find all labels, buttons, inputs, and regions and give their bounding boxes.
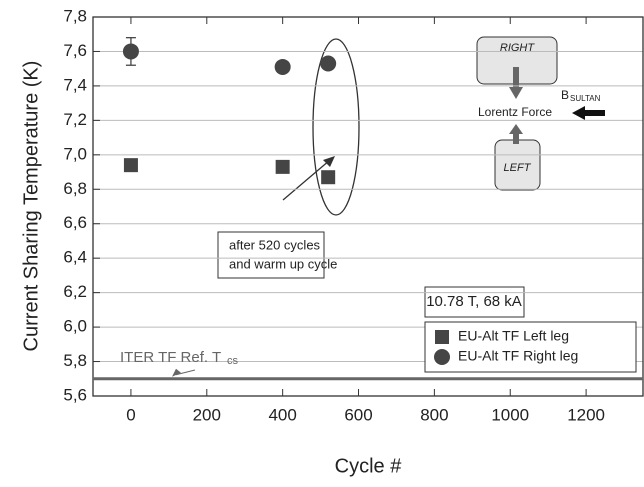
y-axis-label: Current Sharing Temperature (K) [20,61,42,352]
data-point [123,158,138,173]
highlight-ellipse [312,38,360,216]
legend-marker [435,330,449,344]
data-point [274,58,291,75]
reference-label: ITER TF Ref. T [120,349,221,366]
data-point [275,159,290,174]
data-point [122,43,139,60]
legend-label: EU-Alt TF Left leg [458,328,569,344]
x-tick-label: 1200 [567,405,605,424]
right-label: RIGHT [500,42,536,54]
force-arrowhead [509,87,523,99]
legend-box [424,321,637,373]
field-sub-label: SULTAN [570,94,601,103]
y-tick-label: 6,8 [63,179,87,198]
x-tick-label: 800 [420,405,448,424]
x-tick-label: 200 [193,405,221,424]
x-tick-label: 400 [268,405,296,424]
y-tick-label: 6,4 [63,248,87,267]
y-tick-label: 7,4 [63,75,87,94]
plot-frame [92,16,644,397]
x-tick-label: 1000 [491,405,529,424]
x-tick-label: 600 [344,405,372,424]
force-arrowhead [509,124,523,134]
field-arrowhead [572,106,585,120]
annotation-arrowhead [323,156,335,167]
annotation-text: after 520 cycles [229,237,321,252]
annotation-box [217,231,325,279]
legend-marker [434,349,450,365]
x-tick-label: 0 [126,405,135,424]
y-tick-label: 6,6 [63,213,87,232]
reference-pointer [175,369,196,376]
y-tick-label: 7,8 [63,6,87,25]
condition-box [424,286,525,318]
annotation-arrow [282,159,331,201]
force-label: Lorentz Force [478,105,552,119]
legend-label: EU-Alt TF Right leg [458,348,578,364]
y-tick-label: 7,0 [63,144,87,163]
data-point [320,55,337,72]
annotation-text: and warm up cycle [229,256,337,271]
y-tick-label: 6,0 [63,317,87,336]
field-arrow [585,110,605,116]
reference-pointer-head [172,368,181,377]
x-axis-label: Cycle # [335,455,403,477]
y-tick-label: 7,6 [63,41,87,60]
force-arrow [513,134,519,144]
condition-text: 10.78 T, 68 kA [426,293,522,310]
y-tick-label: 7,2 [63,110,87,129]
data-point [321,170,336,185]
y-tick-label: 5,8 [63,351,87,370]
y-tick-label: 5,6 [63,385,87,404]
reference-label-sub: cs [227,355,239,367]
force-arrow [513,67,519,87]
field-label: B [561,88,569,102]
left-label: LEFT [504,162,532,174]
y-tick-label: 6,2 [63,282,87,301]
